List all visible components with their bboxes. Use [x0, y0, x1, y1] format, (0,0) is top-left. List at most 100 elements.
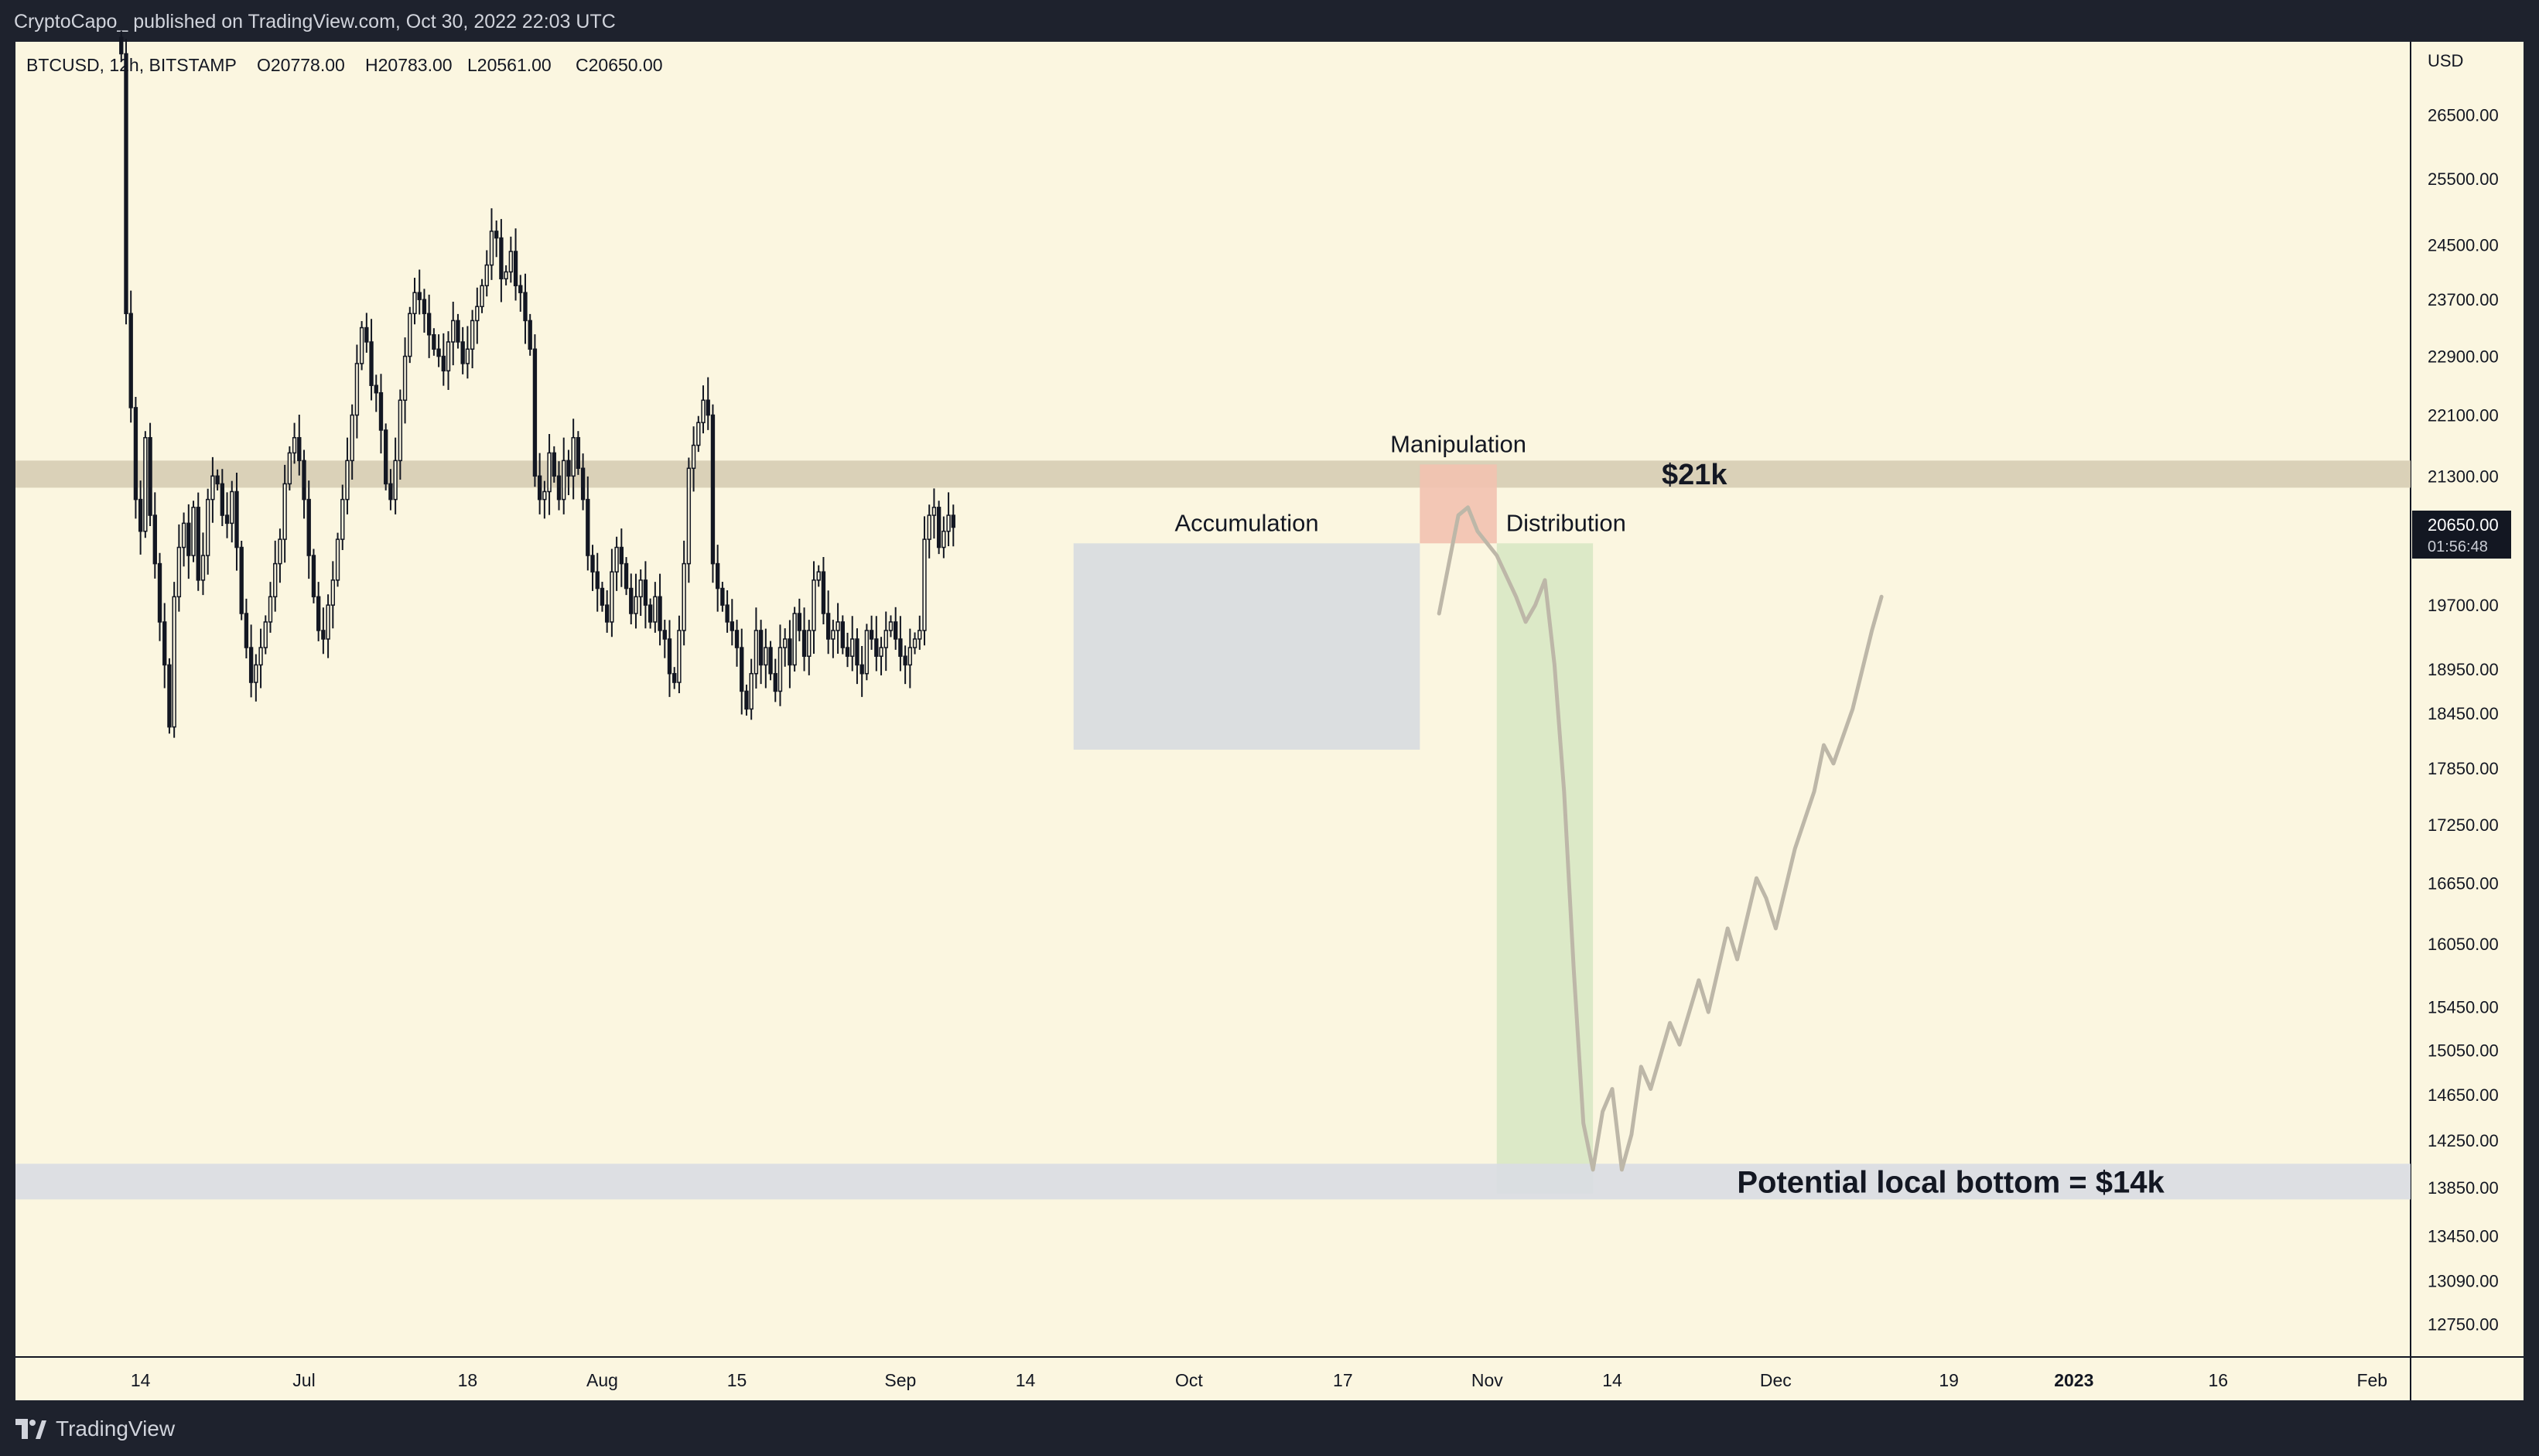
candle-body: [234, 490, 239, 549]
symbol-legend[interactable]: BTCUSD, 12h, BITSTAMP O20778.00 H20783.0…: [26, 55, 663, 75]
candle-body: [350, 414, 354, 462]
candle-body: [359, 326, 364, 364]
candle-body: [263, 621, 268, 648]
candle-body: [604, 604, 610, 623]
candle: [340, 484, 345, 551]
candle-body: [907, 647, 913, 666]
candle-body: [248, 647, 254, 683]
candle: [566, 449, 571, 496]
zone-labels: Accumulation Manipulation Distribution $21k…: [1174, 430, 2165, 1199]
candle: [898, 616, 903, 672]
candle: [292, 422, 297, 464]
x-tick-label: 15: [727, 1370, 747, 1390]
candle: [812, 561, 816, 655]
candle: [931, 488, 937, 539]
candle-body: [508, 251, 514, 273]
candle: [205, 488, 210, 575]
candle: [148, 422, 152, 526]
time-axis[interactable]: 14 Jul 18 Aug 15 Sep 14 Oct 17 Nov 14 Dec 19 2023 16 Fe…: [131, 1370, 2387, 1390]
candle: [576, 431, 581, 475]
candle-body: [749, 672, 753, 710]
candle-body: [205, 498, 210, 556]
candle: [186, 504, 191, 579]
candle: [263, 615, 268, 655]
candle: [912, 632, 918, 655]
candle-body: [580, 467, 586, 501]
candle-body: [480, 285, 484, 307]
x-tick-label: Feb: [2356, 1370, 2387, 1390]
candle: [850, 616, 855, 672]
candle: [412, 278, 417, 325]
price-axis[interactable]: 26500.00 25500.00 24500.00 23700.00 22900.00…: [2428, 106, 2499, 1335]
candle: [691, 426, 696, 492]
candle-body: [825, 613, 831, 640]
candle: [138, 480, 143, 555]
candle: [254, 654, 258, 702]
candle-body: [720, 587, 725, 606]
candle-body: [292, 436, 297, 454]
candle: [311, 549, 316, 603]
candle: [224, 492, 230, 538]
candle-body: [244, 613, 249, 648]
y-tick-label: 14250.00: [2428, 1131, 2499, 1150]
candle-body: [840, 621, 845, 648]
candle-body: [788, 638, 792, 666]
candle-body: [686, 467, 692, 565]
x-tick-label: 18: [458, 1370, 478, 1390]
candle-body: [672, 672, 677, 683]
candle-body: [629, 587, 634, 614]
candle-body: [441, 355, 446, 372]
candle: [480, 279, 484, 313]
projection-line: [1437, 505, 1884, 1172]
x-tick-label: Aug: [586, 1370, 618, 1390]
candle-body: [883, 630, 888, 648]
candle-body: [927, 514, 931, 540]
candle-body: [215, 475, 220, 485]
candle-body: [148, 436, 152, 516]
candle: [951, 504, 955, 547]
candle-body: [600, 587, 605, 606]
candle: [764, 628, 768, 689]
last-price-tag: 20650.00 01:56:48: [2412, 511, 2511, 559]
candle: [330, 561, 335, 629]
candle: [200, 532, 206, 596]
candle-body: [677, 630, 682, 683]
candle-body: [523, 292, 528, 322]
candle-body: [489, 231, 494, 266]
candle: [489, 208, 494, 280]
candle: [162, 603, 167, 689]
candle: [508, 236, 514, 283]
candle: [273, 540, 278, 612]
currency-label: USD: [2428, 51, 2463, 70]
candle: [638, 569, 643, 617]
candle-body: [931, 507, 937, 516]
candle: [417, 269, 422, 315]
candle: [580, 453, 586, 511]
candle-body: [138, 498, 143, 532]
candle: [749, 658, 753, 720]
candle-body: [388, 483, 393, 501]
candle-body: [460, 341, 465, 364]
symbol-name: BTCUSD, 12h, BITSTAMP: [26, 55, 237, 75]
candle: [369, 319, 374, 401]
candle: [432, 328, 436, 356]
candle: [335, 532, 340, 587]
candle-body: [224, 514, 230, 525]
manipulation-zone: [1420, 464, 1497, 544]
candle: [388, 469, 393, 511]
candle: [345, 437, 350, 514]
y-tick-label: 16650.00: [2428, 874, 2499, 894]
candle: [894, 607, 898, 650]
y-tick-label: 19700.00: [2428, 596, 2499, 615]
candle: [562, 437, 566, 514]
footer-logo[interactable]: TradingView: [15, 1416, 175, 1442]
candle-body: [638, 579, 643, 598]
candle-body: [504, 271, 508, 280]
time-axis-background: [15, 1357, 2411, 1400]
price-chart[interactable]: Accumulation Manipulation Distribution $21k…: [0, 0, 2539, 1402]
candle: [157, 552, 162, 641]
candle-body: [200, 555, 206, 581]
candle: [788, 620, 792, 689]
candle-body: [528, 320, 532, 350]
candle: [758, 620, 764, 685]
